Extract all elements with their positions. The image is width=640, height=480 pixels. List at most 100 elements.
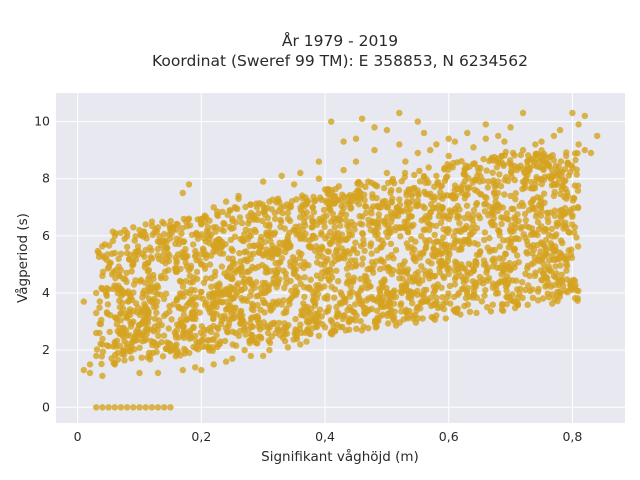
data-point: [310, 193, 317, 201]
data-point: [490, 204, 498, 212]
data-point: [242, 331, 249, 338]
data-point: [465, 175, 472, 182]
data-point: [537, 248, 544, 255]
data-point: [328, 260, 336, 267]
data-point: [219, 208, 226, 215]
data-point: [371, 124, 378, 131]
data-point: [334, 312, 341, 320]
data-point: [333, 303, 340, 311]
data-point: [370, 203, 377, 210]
data-point: [186, 314, 194, 321]
data-point: [553, 292, 561, 299]
data-point: [384, 233, 391, 240]
data-point: [554, 297, 561, 305]
data-point: [539, 240, 546, 247]
data-point: [348, 307, 355, 314]
data-point: [99, 243, 106, 250]
data-point: [340, 138, 347, 145]
data-point: [136, 226, 143, 234]
data-point: [454, 159, 461, 166]
data-point: [287, 242, 294, 250]
data-point: [550, 132, 558, 140]
data-point: [162, 290, 170, 297]
data-point: [229, 328, 236, 335]
data-point: [130, 224, 137, 231]
data-point: [407, 295, 415, 302]
data-point: [166, 235, 174, 242]
data-point: [461, 265, 468, 272]
data-point: [446, 250, 453, 258]
data-point: [358, 284, 366, 292]
data-point: [268, 206, 275, 213]
data-point: [383, 204, 391, 211]
data-point: [320, 206, 328, 214]
data-point: [114, 349, 122, 356]
data-point: [247, 292, 254, 299]
data-point: [210, 224, 217, 231]
data-point: [325, 248, 332, 255]
data-point: [340, 204, 347, 212]
data-point: [368, 258, 376, 266]
data-point: [581, 112, 588, 120]
data-point: [116, 343, 124, 350]
data-point: [511, 304, 519, 312]
data-point: [556, 126, 564, 134]
data-point: [96, 304, 103, 311]
data-point: [546, 153, 554, 160]
data-point: [192, 301, 199, 309]
data-point: [431, 196, 438, 203]
data-point: [281, 337, 289, 345]
data-point: [340, 252, 347, 260]
data-point: [364, 266, 371, 273]
data-point: [166, 252, 173, 259]
data-point: [235, 192, 242, 200]
data-point: [113, 337, 121, 344]
data-point: [494, 178, 502, 185]
data-point: [189, 296, 197, 304]
data-point: [303, 209, 310, 216]
data-point: [173, 235, 180, 242]
data-point: [435, 258, 443, 266]
data-point: [234, 205, 241, 212]
data-point: [567, 206, 575, 214]
data-point: [495, 226, 502, 234]
data-point: [572, 281, 579, 289]
data-point: [301, 274, 308, 281]
data-point: [501, 138, 508, 145]
data-point: [564, 159, 571, 166]
data-point: [290, 181, 298, 188]
data-point: [260, 352, 267, 360]
data-point: [326, 205, 334, 213]
data-point: [161, 246, 168, 254]
data-point: [463, 202, 471, 209]
data-point: [117, 292, 125, 299]
data-point: [391, 180, 398, 187]
data-point: [516, 202, 523, 210]
data-point: [242, 203, 249, 211]
data-point: [414, 278, 421, 285]
data-point: [324, 292, 331, 300]
data-point: [344, 222, 351, 229]
data-point: [192, 251, 200, 258]
data-point: [431, 231, 438, 239]
data-point: [501, 191, 508, 198]
data-point: [289, 254, 297, 261]
data-point: [431, 316, 439, 323]
data-point: [205, 343, 212, 351]
data-point: [494, 290, 502, 297]
data-point: [538, 207, 545, 215]
data-point: [558, 206, 565, 213]
data-point: [356, 189, 364, 196]
data-point: [117, 404, 125, 411]
data-point: [452, 228, 459, 235]
data-point: [136, 278, 144, 285]
data-point: [179, 283, 187, 290]
data-point: [186, 222, 194, 229]
data-point: [256, 245, 264, 252]
data-point: [489, 301, 496, 308]
data-point: [185, 300, 192, 307]
data-point: [376, 265, 384, 273]
data-point: [214, 208, 221, 215]
data-point: [342, 236, 349, 243]
data-point: [223, 298, 230, 306]
